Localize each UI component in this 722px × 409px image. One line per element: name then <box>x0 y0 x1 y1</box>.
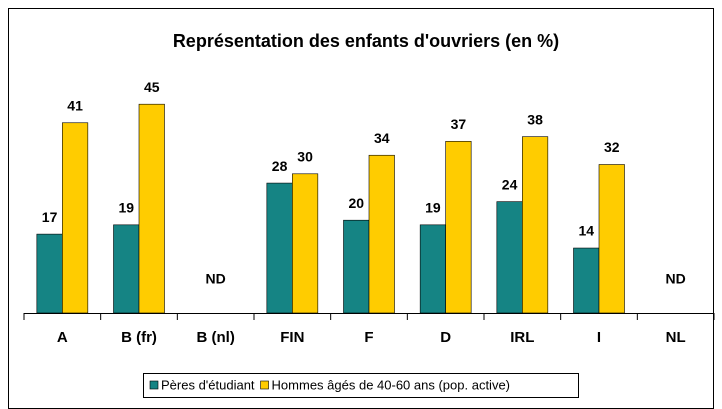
value-label: 41 <box>67 97 83 113</box>
legend-box <box>143 373 579 398</box>
chart-title: Représentation des enfants d'ouvriers (e… <box>173 31 559 51</box>
x-tick-label: B (fr) <box>121 329 157 346</box>
legend-swatch <box>260 380 269 390</box>
value-label: 30 <box>297 149 313 165</box>
value-label: 34 <box>374 130 390 146</box>
bar <box>573 247 600 314</box>
x-tick-label: D <box>440 329 451 346</box>
value-label: 19 <box>425 200 441 216</box>
bar <box>598 164 625 314</box>
bar <box>266 182 293 314</box>
value-label: 19 <box>118 200 134 216</box>
value-label: 28 <box>272 158 288 174</box>
bar <box>62 122 89 314</box>
legend-label: Pères d'étudiant <box>161 377 255 392</box>
x-tick-label: A <box>57 329 68 346</box>
bar <box>496 201 523 314</box>
value-label: 38 <box>527 111 543 127</box>
bar <box>419 224 446 314</box>
chart-frame <box>8 8 714 409</box>
value-label: 14 <box>578 223 594 239</box>
bar <box>445 141 472 314</box>
legend-label: Hommes âgés de 40-60 ans (pop. active) <box>272 377 510 392</box>
annotation: ND <box>206 271 226 287</box>
bar <box>113 224 140 314</box>
x-tick-label: FIN <box>280 329 304 346</box>
x-tick-label: B (nl) <box>197 329 235 346</box>
value-label: 20 <box>348 195 364 211</box>
value-label: 37 <box>451 116 467 132</box>
value-label: 45 <box>144 79 160 95</box>
legend-swatch <box>149 380 159 390</box>
x-tick-label: IRL <box>510 329 534 346</box>
value-label: 32 <box>604 139 620 155</box>
bar <box>138 103 165 314</box>
bar <box>36 233 63 314</box>
bar <box>343 219 370 314</box>
value-label: 17 <box>42 209 58 225</box>
annotation: ND <box>666 271 686 287</box>
x-tick-label: I <box>597 329 601 346</box>
bar <box>292 173 319 314</box>
x-tick-label: F <box>364 329 373 346</box>
x-tick-label: NL <box>666 329 686 346</box>
bar <box>368 154 395 314</box>
bar <box>522 136 549 314</box>
value-label: 24 <box>502 176 518 192</box>
